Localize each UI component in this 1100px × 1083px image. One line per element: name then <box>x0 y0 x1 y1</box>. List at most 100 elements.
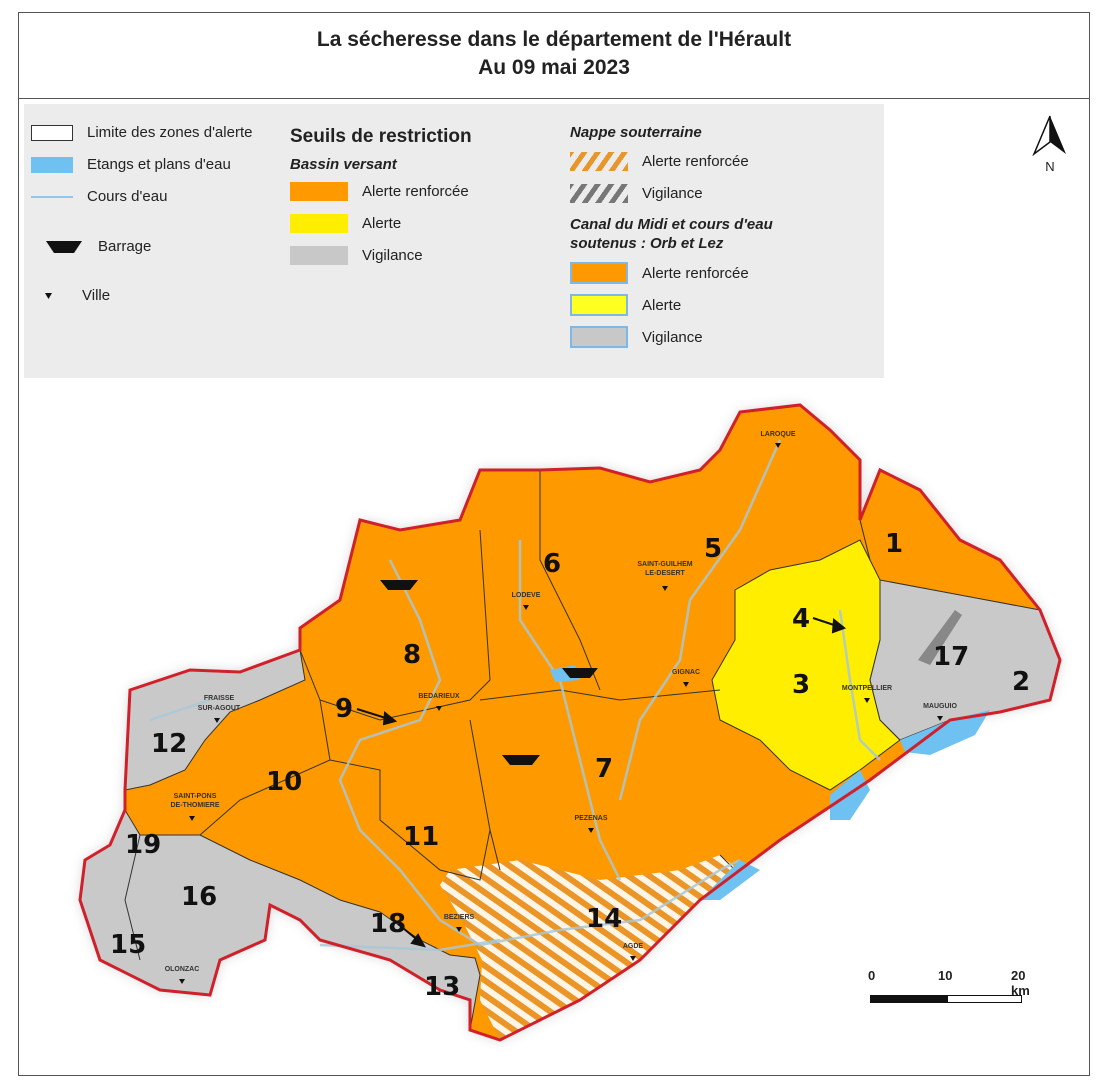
dam-icon <box>46 240 82 253</box>
city-label: FRAISSE <box>204 695 235 702</box>
city-triangle-icon <box>214 718 220 723</box>
legend-label: Alerte renforcée <box>362 183 469 200</box>
swatch <box>570 326 628 348</box>
hatch-swatch <box>570 152 628 171</box>
city-triangle-icon <box>523 605 529 610</box>
arrowhead <box>410 933 426 948</box>
legend-canal-title: Canal du Midi et cours d'eau soutenus : O… <box>570 215 773 253</box>
legend-label: Vigilance <box>642 328 703 346</box>
zone-label-2: 2 <box>1012 667 1030 697</box>
legend-restriction-title: Seuils de restriction <box>290 126 472 147</box>
zone-label-15: 15 <box>110 930 146 960</box>
scale-label-0: 0 <box>868 968 876 983</box>
city-label: LAROQUE <box>761 431 796 438</box>
city-saint-guilhem: SAINT-GUILHEM LE-DESERT <box>637 561 693 591</box>
city-label: BEDARIEUX <box>418 693 460 700</box>
legend-nappe-vigilance: Vigilance <box>570 184 703 203</box>
city-triangle-icon <box>864 698 870 703</box>
dam-icon <box>562 668 598 678</box>
map-date: Au 09 mai 2023 <box>478 56 630 79</box>
legend-canal-alerte: Alerte <box>570 294 681 316</box>
legend-canal-vigilance: Vigilance <box>570 326 703 348</box>
zone-label-6: 6 <box>543 549 561 579</box>
city-olonzac: OLONZAC <box>165 966 200 984</box>
city-fraisse-sur-agout: FRAISSE SUR-AGOUT <box>198 695 241 723</box>
legend-bassin-title: Bassin versant <box>290 156 397 173</box>
city-gignac: GIGNAC <box>672 669 700 687</box>
city-label: DE-THOMIERE <box>171 802 220 809</box>
city-label: MAUGUIO <box>923 703 957 710</box>
city-bedarieux: BEDARIEUX <box>418 693 460 711</box>
legend-canal-title-line: Canal du Midi et cours d'eau <box>570 216 773 233</box>
city-label: OLONZAC <box>165 966 200 973</box>
city-triangle-icon <box>630 956 636 961</box>
zone-label-12: 12 <box>151 729 187 759</box>
zone-labels: 1 2 3 4 5 6 7 8 9 10 11 12 13 14 15 16 1… <box>110 529 1030 1002</box>
city-triangle-icon <box>179 979 185 984</box>
zone-label-16: 16 <box>181 882 217 912</box>
hatch-swatch <box>570 184 628 203</box>
river-line-icon <box>31 195 73 198</box>
map-title: La sécheresse dans le département de l'H… <box>316 28 792 51</box>
city-saint-pons: SAINT-PONS DE-THOMIERE <box>171 793 220 821</box>
city-triangle-icon <box>588 828 594 833</box>
city-mauguio: MAUGUIO <box>923 703 957 721</box>
city-triangle-icon <box>937 716 943 721</box>
zone-label-18: 18 <box>370 909 406 939</box>
legend-label: Alerte renforcée <box>642 264 749 282</box>
city-triangle-icon <box>45 292 52 299</box>
legend-bassin-alerte: Alerte <box>290 214 401 233</box>
legend-label: Ville <box>82 287 111 304</box>
city-label: PEZENAS <box>574 815 607 822</box>
city-label: BEZIERS <box>444 914 475 921</box>
city-label: SAINT-PONS <box>174 793 217 800</box>
legend-label: Cours d'eau <box>87 188 168 205</box>
swatch <box>290 246 348 265</box>
water-body-icon <box>31 156 73 173</box>
zone-boundary-icon <box>31 124 73 141</box>
zone-label-9: 9 <box>335 694 353 724</box>
legend-bassin-vigilance: Vigilance <box>290 246 423 265</box>
swatch <box>570 294 628 316</box>
dam-icon <box>380 580 418 590</box>
north-arrow: N <box>1030 114 1070 174</box>
zone-label-13: 13 <box>424 972 460 1002</box>
city-label: LODEVE <box>512 592 541 599</box>
legend-item-city: Ville <box>44 287 110 304</box>
zone-label-17: 17 <box>933 642 969 672</box>
zone-boundaries <box>124 470 871 961</box>
legend-label: Alerte renforcée <box>642 153 749 170</box>
city-pezenas: PEZENAS <box>574 815 608 833</box>
zone-label-1: 1 <box>885 529 903 559</box>
swatch <box>290 182 348 201</box>
legend-item-dam: Barrage <box>44 238 151 255</box>
legend: Limite des zones d'alerte Etangs et plan… <box>24 104 884 378</box>
city-triangle-icon <box>662 586 668 591</box>
city-label: AGDE <box>623 943 644 950</box>
arrows <box>356 617 847 948</box>
zone-label-8: 8 <box>403 640 421 670</box>
map-frame <box>18 12 1090 1076</box>
legend-nappe-title: Nappe souterraine <box>570 124 702 141</box>
dam-icon <box>502 755 540 765</box>
north-arrow-icon <box>1032 115 1066 157</box>
swatch <box>290 214 348 233</box>
legend-label: Alerte <box>362 215 402 232</box>
scale-segment-light <box>947 995 1022 1003</box>
city-laroque: LAROQUE <box>761 431 796 448</box>
dams <box>380 580 598 765</box>
zone-label-7: 7 <box>595 754 613 784</box>
legend-label: Vigilance <box>642 185 703 202</box>
department-border <box>78 403 1062 1042</box>
legend-label: Etangs et plans d'eau <box>87 156 231 173</box>
zone-label-19: 19 <box>125 830 161 860</box>
city-label: LE-DESERT <box>645 570 685 577</box>
arrowhead <box>382 711 398 726</box>
rivers <box>149 439 881 952</box>
zone-label-3: 3 <box>792 670 810 700</box>
zone-label-10: 10 <box>266 767 302 797</box>
city-triangle-icon <box>436 706 442 711</box>
legend-label: Vigilance <box>362 247 423 264</box>
zone-label-11: 11 <box>403 822 439 852</box>
